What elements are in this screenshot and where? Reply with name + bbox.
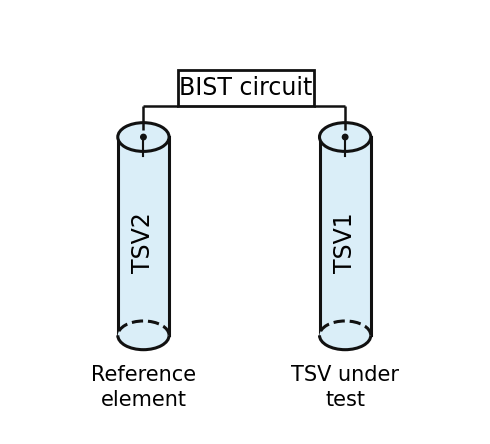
Text: TSV under
test: TSV under test: [291, 365, 399, 410]
Text: TSV1: TSV1: [333, 213, 357, 274]
Polygon shape: [118, 137, 169, 335]
Text: BIST circuit: BIST circuit: [179, 76, 313, 100]
Ellipse shape: [118, 123, 169, 151]
Text: Reference
element: Reference element: [91, 365, 196, 410]
FancyBboxPatch shape: [177, 71, 315, 106]
Ellipse shape: [319, 123, 371, 151]
Ellipse shape: [319, 321, 371, 350]
Ellipse shape: [118, 321, 169, 350]
Text: TSV2: TSV2: [131, 213, 155, 274]
Circle shape: [343, 134, 348, 140]
Circle shape: [141, 134, 146, 140]
Polygon shape: [319, 137, 371, 335]
